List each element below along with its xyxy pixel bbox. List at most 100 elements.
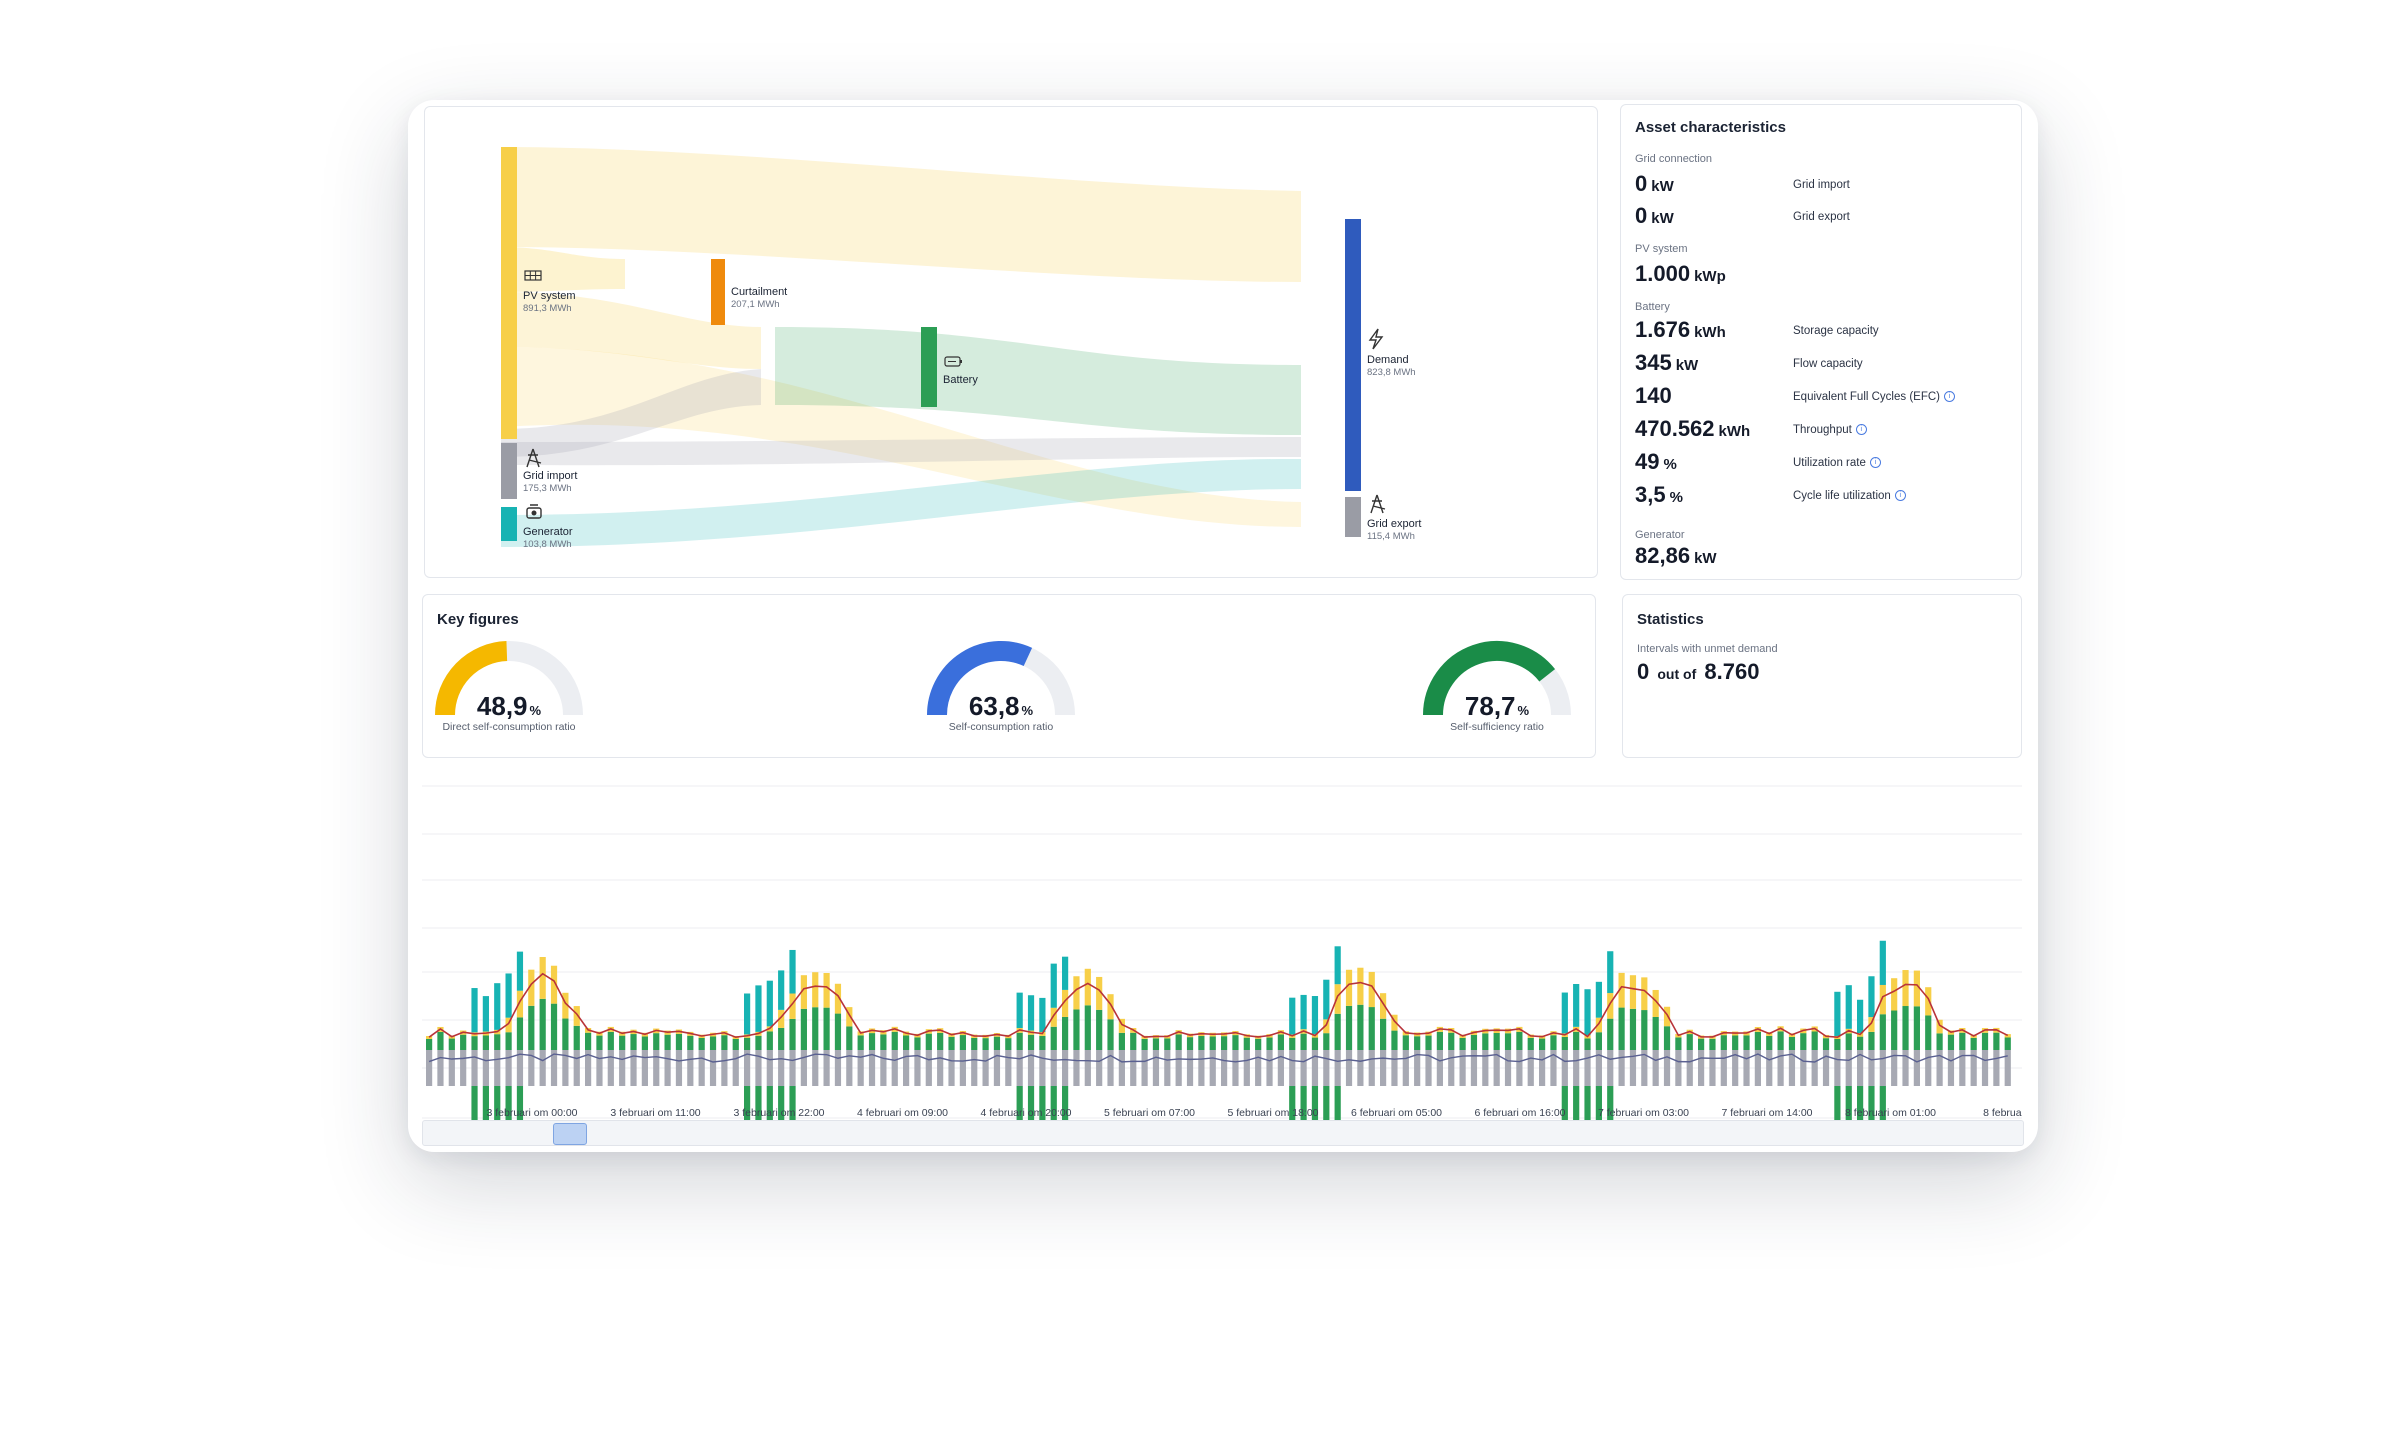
key-figures-title: Key figures: [437, 611, 519, 628]
grid-bar: [834, 1050, 842, 1086]
generator-bar: [1845, 985, 1852, 1029]
battery-bar: [1050, 1026, 1057, 1050]
x-tick-label: 6 februari om 16:00: [1474, 1107, 1565, 1119]
timeline-scrubber[interactable]: [422, 1120, 2024, 1146]
grid-bar: [1152, 1050, 1160, 1086]
grid-import-value: 0 kW: [1635, 171, 1674, 196]
battery-bar: [891, 1031, 898, 1050]
node-pv-system[interactable]: [501, 147, 517, 439]
grid-bar: [1618, 1050, 1625, 1086]
grid-bar: [1993, 1050, 2000, 1086]
grid-bar: [1073, 1050, 1080, 1086]
node-curtailment[interactable]: [711, 259, 725, 325]
gauge-fill: [435, 641, 508, 716]
grid-bar: [460, 1050, 467, 1086]
battery-bar: [766, 1031, 773, 1050]
node-generator[interactable]: [501, 507, 517, 541]
grid-bar: [1891, 1050, 1898, 1086]
energy-flow-card: PV system 891,3 MWh Curtailment 207,1 MW…: [424, 106, 1598, 578]
battery-charge-bar: [1845, 1086, 1852, 1136]
battery-bar: [880, 1034, 887, 1050]
grid-bar: [675, 1050, 683, 1086]
grid-bar: [1936, 1050, 1943, 1086]
battery-bar: [596, 1035, 603, 1050]
battery-bar: [1913, 1006, 1920, 1050]
node-battery[interactable]: [921, 327, 937, 407]
battery-bar: [528, 1005, 535, 1050]
grid-bar: [539, 1050, 546, 1086]
battery-row-value: 49%: [1635, 449, 1677, 474]
grid-bar: [812, 1050, 819, 1086]
battery-bar: [800, 1008, 807, 1050]
battery-row-label: Storage capacity: [1793, 325, 1879, 337]
info-icon[interactable]: i: [1855, 424, 1867, 436]
grid-bar: [1005, 1050, 1012, 1086]
battery-bar: [789, 1018, 796, 1050]
pv-bar: [1323, 1019, 1330, 1034]
battery-charge-bar: [1595, 1086, 1602, 1136]
grid-bar: [925, 1050, 932, 1086]
node-demand[interactable]: [1345, 219, 1361, 491]
battery-bar: [1754, 1031, 1761, 1050]
battery-bar: [1152, 1038, 1160, 1050]
battery-charge-bar: [766, 1086, 773, 1136]
battery-bar: [1436, 1031, 1443, 1050]
pv-bar: [1891, 978, 1898, 1011]
grid-bar: [1561, 1050, 1568, 1086]
grid-bar: [1822, 1050, 1830, 1086]
battery-charge-bar: [494, 1086, 501, 1136]
flow-grid-import-to-battery: [501, 369, 761, 457]
info-icon[interactable]: i: [1869, 457, 1881, 469]
battery-bar: [1868, 1031, 1875, 1050]
battery-charge-bar: [1027, 1086, 1035, 1136]
grid-bar: [971, 1050, 978, 1086]
energy-timeseries-chart[interactable]: 3 februari om 00:00 3 februari om 11:00 3 …: [422, 776, 2022, 1136]
grid-bar: [1720, 1050, 1727, 1086]
grid-bar: [823, 1050, 830, 1086]
pv-bar: [573, 1006, 580, 1026]
battery-bar: [1834, 1038, 1841, 1050]
battery-bar: [1539, 1038, 1546, 1050]
battery-bar: [1516, 1031, 1523, 1050]
battery-bar: [1027, 1034, 1035, 1050]
grid-bar: [1573, 1050, 1580, 1086]
battery-bar: [460, 1034, 467, 1050]
battery-charge-bar: [778, 1086, 785, 1136]
grid-bar: [778, 1050, 785, 1086]
info-icon[interactable]: i: [1894, 490, 1906, 502]
battery-charge-bar: [1834, 1086, 1841, 1136]
grid-bar: [1175, 1050, 1182, 1086]
generator-bar: [755, 985, 762, 1032]
grid-bar: [494, 1050, 501, 1086]
x-tick-label: 5 februari om 07:00: [1104, 1107, 1195, 1119]
grid-bar: [1209, 1050, 1216, 1086]
generator-bar: [778, 970, 785, 1010]
node-grid-import[interactable]: [501, 443, 517, 499]
grid-bar: [482, 1050, 489, 1086]
x-tick-label: 4 februari om 09:00: [857, 1107, 948, 1119]
node-grid-export[interactable]: [1345, 497, 1361, 537]
battery-charge-bar: [1323, 1086, 1330, 1136]
grid-bar: [868, 1050, 876, 1086]
pv-bar: [528, 969, 535, 1006]
battery-bar: [1845, 1033, 1852, 1050]
generator-bar: [1323, 979, 1330, 1020]
battery-bar: [1822, 1038, 1830, 1050]
battery-bar: [1573, 1031, 1580, 1050]
battery-bar: [1448, 1032, 1455, 1050]
pv-bar: [789, 993, 796, 1019]
generator-bar: [744, 993, 751, 1035]
battery-bar: [505, 1032, 512, 1050]
grid-bar: [1607, 1050, 1614, 1086]
grid-bar: [1766, 1050, 1773, 1086]
timeline-scrubber-handle[interactable]: [553, 1123, 587, 1145]
info-icon[interactable]: i: [1943, 391, 1955, 403]
battery-bar: [1584, 1038, 1591, 1050]
battery-bar: [1255, 1038, 1262, 1050]
battery-charge-bar: [471, 1086, 478, 1136]
grid-bar: [1062, 1050, 1069, 1086]
grid-bar: [596, 1050, 603, 1086]
self-consumption-label: Self-consumption ratio: [948, 721, 1054, 733]
battery-bar: [1777, 1031, 1784, 1050]
battery-bar: [1947, 1034, 1955, 1050]
